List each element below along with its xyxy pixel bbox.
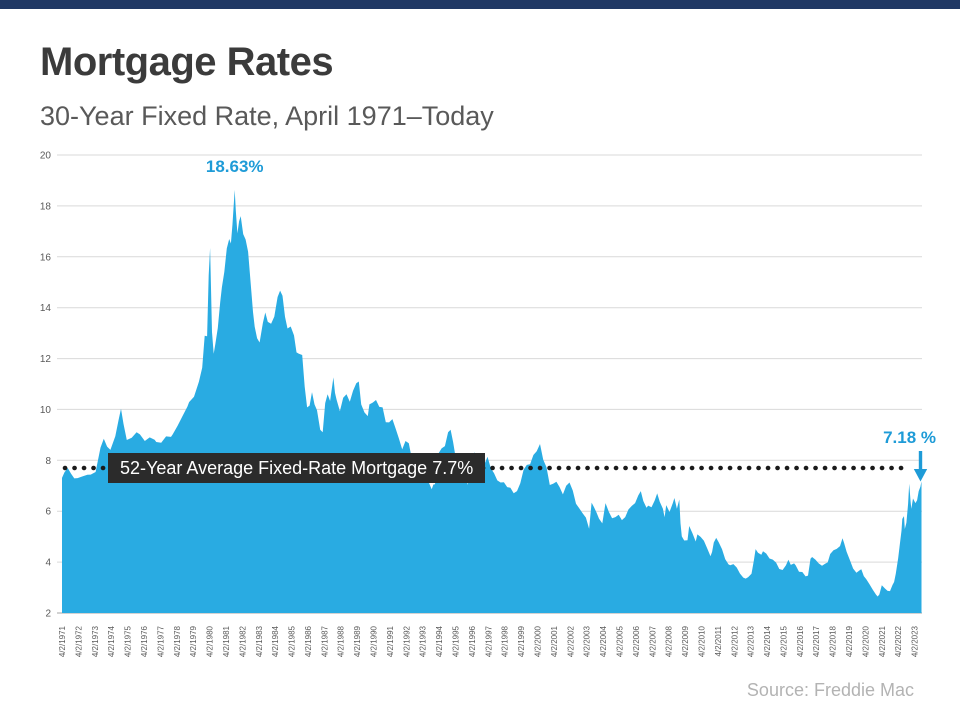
x-axis-tick-label: 4/2/2000 xyxy=(534,625,543,657)
x-axis-tick-label: 4/2/1990 xyxy=(370,625,379,657)
y-axis-tick-label: 12 xyxy=(40,354,52,365)
y-axis-tick-label: 14 xyxy=(40,303,52,314)
x-axis-tick-label: 4/2/1979 xyxy=(189,625,198,657)
x-axis-tick-label: 4/2/2001 xyxy=(550,625,559,657)
page-title: Mortgage Rates xyxy=(40,40,334,84)
x-axis-tick-label: 4/2/1980 xyxy=(206,625,215,657)
chart-svg: 2 4 6 8 10 12 14 16 18 20 4/2/1971 4/2/1972 4/2/1973… xyxy=(40,151,936,658)
x-axis-tick-label: 4/2/1972 xyxy=(74,625,83,657)
x-axis-tick-label: 4/2/2020 xyxy=(861,625,870,657)
x-axis-tick-label: 4/2/2018 xyxy=(829,625,838,657)
x-axis-tick-label: 4/2/1995 xyxy=(452,625,461,657)
x-axis-tick-label: 4/2/1989 xyxy=(353,625,362,657)
x-axis-tick-label: 4/2/2019 xyxy=(845,625,854,657)
x-axis-tick-label: 4/2/1996 xyxy=(468,625,477,657)
x-axis-tick-label: 4/2/1977 xyxy=(156,625,165,657)
source-attribution: Source: Freddie Mac xyxy=(746,680,914,700)
x-axis-tick-label: 4/2/2021 xyxy=(878,625,887,657)
y-axis-tick-label: 4 xyxy=(45,558,51,569)
x-axis-tick-label: 4/2/1975 xyxy=(124,625,133,657)
x-axis-tick-label: 4/2/1985 xyxy=(288,625,297,657)
x-axis-tick-label: 4/2/2003 xyxy=(583,625,592,657)
x-axis-tick-label: 4/2/1981 xyxy=(222,625,231,657)
x-axis-tick-label: 4/2/1983 xyxy=(255,625,264,657)
x-axis-tick-label: 4/2/2016 xyxy=(796,625,805,657)
x-axis-tick-label: 4/2/2010 xyxy=(698,625,707,657)
mortgage-rates-chart: 2 4 6 8 10 12 14 16 18 20 4/2/1971 4/2/1972 4/2/1973… xyxy=(0,140,960,690)
top-accent-bar xyxy=(0,0,960,9)
x-axis-tick-label: 4/2/2013 xyxy=(747,625,756,657)
x-axis-tick-label: 4/2/1976 xyxy=(140,625,149,657)
x-axis-tick-label: 4/2/1971 xyxy=(58,625,67,657)
x-axis-tick-label: 4/2/2004 xyxy=(599,625,608,657)
x-axis-tick-label: 4/2/1978 xyxy=(173,625,182,657)
x-axis-tick-label: 4/2/1986 xyxy=(304,625,313,657)
x-axis-tick-label: 4/2/2012 xyxy=(730,625,739,657)
current-rate-label: 7.18 % xyxy=(883,428,936,447)
y-axis-tick-label: 6 xyxy=(45,507,51,518)
y-axis-tick-label: 20 xyxy=(40,151,52,162)
x-axis-tick-label: 4/2/1992 xyxy=(402,625,411,657)
x-axis-tick-label: 4/2/2011 xyxy=(714,625,723,656)
x-axis-tick-label: 4/2/2008 xyxy=(665,625,674,657)
y-axis-tick-label: 10 xyxy=(40,405,52,416)
x-axis-tick-label: 4/2/1982 xyxy=(238,625,247,657)
average-rate-callout: 52-Year Average Fixed-Rate Mortgage 7.7% xyxy=(108,453,486,483)
x-axis-tick-label: 4/2/2007 xyxy=(648,625,657,657)
x-axis-tick-label: 4/2/1973 xyxy=(91,625,100,657)
x-axis-tick-label: 4/2/2014 xyxy=(763,625,772,657)
rate-area-series xyxy=(62,189,922,613)
x-axis-tick-label: 4/2/1984 xyxy=(271,625,280,657)
x-axis-tick-label: 4/2/2015 xyxy=(779,625,788,657)
x-axis-tick-label: 4/2/2017 xyxy=(812,625,821,657)
x-axis-tick-label: 4/2/1993 xyxy=(419,625,428,657)
x-axis-tick-label: 4/2/1994 xyxy=(435,625,444,657)
y-axis-tick-label: 16 xyxy=(40,252,52,263)
x-axis-tick-label: 4/2/2002 xyxy=(566,625,575,657)
y-axis-tick-label: 18 xyxy=(40,201,52,212)
x-axis-tick-label: 4/2/2023 xyxy=(911,625,920,657)
x-axis-tick-label: 4/2/2006 xyxy=(632,625,641,657)
x-axis-tick-label: 4/2/1998 xyxy=(501,625,510,657)
x-axis-tick-label: 4/2/1988 xyxy=(337,625,346,657)
x-axis-tick-label: 4/2/1987 xyxy=(320,625,329,657)
x-axis-tick-label: 4/2/2005 xyxy=(616,625,625,657)
x-axis-tick-label: 4/2/1991 xyxy=(386,625,395,657)
x-axis-tick-label: 4/2/2009 xyxy=(681,625,690,657)
peak-rate-label: 18.63% xyxy=(206,157,264,176)
x-axis-tick-label: 4/2/2022 xyxy=(894,625,903,657)
x-axis-tick-label: 4/2/1997 xyxy=(484,625,493,657)
x-axis-tick-label: 4/2/1999 xyxy=(517,625,526,657)
y-axis-tick-label: 8 xyxy=(45,456,51,467)
current-rate-arrowhead xyxy=(913,469,928,482)
y-axis-tick-label: 2 xyxy=(45,609,51,620)
x-axis-tick-label: 4/2/1974 xyxy=(107,625,116,657)
page-subtitle: 30-Year Fixed Rate, April 1971–Today xyxy=(40,101,494,131)
